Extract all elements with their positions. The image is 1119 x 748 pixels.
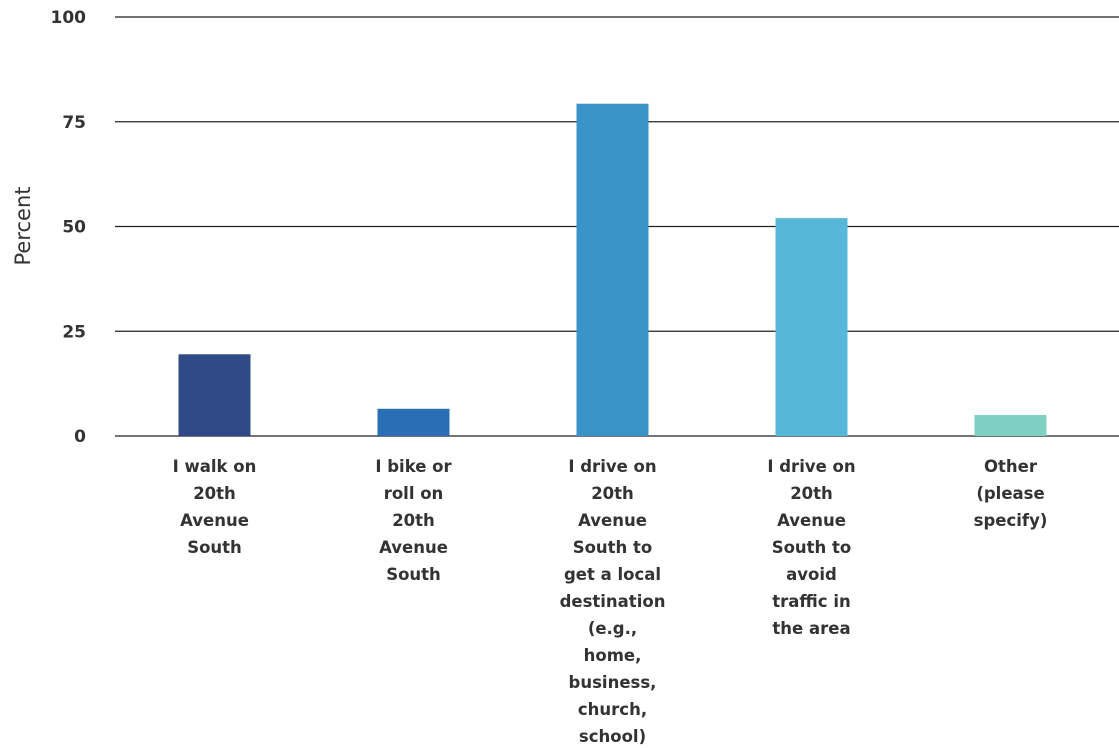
category-label-line: 20th bbox=[591, 484, 634, 503]
y-tick-label: 0 bbox=[74, 427, 86, 447]
category-label-line: avoid bbox=[786, 565, 837, 584]
category-label-line: I bike or bbox=[375, 457, 452, 476]
y-tick-label: 25 bbox=[62, 322, 86, 342]
y-axis-label: Percent bbox=[11, 186, 35, 265]
category-label-line: Avenue bbox=[777, 511, 846, 530]
category-label-line: Avenue bbox=[379, 538, 448, 557]
category-label-line: 20th bbox=[193, 484, 236, 503]
category-label-line: South bbox=[187, 538, 242, 557]
category-label-line: I drive on bbox=[767, 457, 855, 476]
category-label-line: (please bbox=[976, 484, 1044, 503]
bar-4 bbox=[775, 218, 848, 436]
category-label-line: Other bbox=[984, 457, 1038, 476]
bar-1 bbox=[178, 354, 251, 436]
category-labels: I walk on 20th Avenue South I bike or roll on… bbox=[173, 457, 1048, 746]
category-label-line: traffic in bbox=[772, 592, 851, 611]
category-label-line: I drive on bbox=[568, 457, 656, 476]
category-label-line: South to bbox=[573, 538, 653, 557]
category-label-5: Other (please specify) bbox=[974, 457, 1048, 530]
category-label-line: business, bbox=[569, 673, 657, 692]
category-label-2: I bike or roll on 20th Avenue South bbox=[375, 457, 452, 584]
category-label-line: Avenue bbox=[180, 511, 249, 530]
y-axis-ticks: 0 25 50 75 100 bbox=[51, 8, 87, 447]
category-label-line: I walk on bbox=[173, 457, 257, 476]
bar-5 bbox=[974, 415, 1047, 436]
bars bbox=[178, 103, 1047, 436]
category-label-line: 20th bbox=[790, 484, 833, 503]
category-label-line: 20th bbox=[392, 511, 435, 530]
category-label-line: get a local bbox=[564, 565, 661, 584]
category-label-1: I walk on 20th Avenue South bbox=[173, 457, 257, 557]
y-tick-label: 75 bbox=[62, 113, 86, 133]
category-label-line: school) bbox=[579, 727, 646, 746]
category-label-line: church, bbox=[578, 700, 647, 719]
category-label-line: roll on bbox=[384, 484, 444, 503]
category-label-line: South bbox=[386, 565, 441, 584]
category-label-4: I drive on 20th Avenue South to avoid traffic… bbox=[767, 457, 855, 638]
bar-3 bbox=[576, 103, 649, 436]
category-label-line: destination bbox=[560, 592, 666, 611]
category-label-line: (e.g., bbox=[588, 619, 637, 638]
category-label-line: the area bbox=[772, 619, 850, 638]
category-label-line: home, bbox=[584, 646, 642, 665]
y-tick-label: 50 bbox=[62, 218, 86, 238]
category-label-line: South to bbox=[772, 538, 852, 557]
category-label-line: Avenue bbox=[578, 511, 647, 530]
y-tick-label: 100 bbox=[51, 8, 87, 28]
category-label-line: specify) bbox=[974, 511, 1048, 530]
category-label-3: I drive on 20th Avenue South to get a local d… bbox=[560, 457, 666, 746]
bar-2 bbox=[377, 408, 450, 436]
